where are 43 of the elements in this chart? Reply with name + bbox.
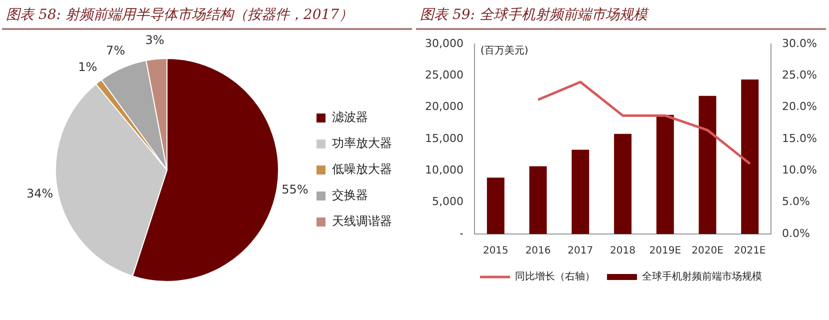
y2-tick-label: 25.0% [782,68,818,82]
data-label: 7% [106,43,126,58]
legend-label: 滤波器 [332,110,368,124]
y-tick-label: 5,000 [432,195,464,208]
legend-label: 同比增长（右轴） [515,270,595,283]
y-tick-label: 30,000 [424,36,464,50]
x-tick-label: 2021E [734,246,766,257]
y2-tick-label: 10.0% [782,164,818,177]
bar [486,178,504,234]
y-tick-label: - [460,226,464,240]
bar [741,79,759,234]
y2-tick-label: 30.0% [782,36,818,50]
chart-title: 图表 59: 全球手机射频前端市场规模 [416,4,826,30]
y-tick-label: 20,000 [424,100,464,114]
x-tick-label: 2017 [568,246,594,257]
bar [614,134,632,234]
y2-tick-label: 0.0% [782,226,810,240]
legend-label: 天线调谐器 [332,214,392,228]
x-tick-label: 2019E [649,246,682,257]
bar [572,150,590,234]
x-tick-label: 2016 [525,246,551,257]
legend-label: 低噪放大器 [332,162,392,176]
x-tick-label: 2020E [692,246,724,257]
y-tick-label: 15,000 [424,132,464,145]
y-axis-title: (百万美元) [480,44,528,57]
data-label: 34% [26,186,54,200]
bar [529,166,547,234]
data-label: 3% [145,33,164,48]
chart-title: 图表 58: 射频前端用半导体市场结构（按器件，2017） [2,4,412,30]
bar [698,96,716,234]
legend-label: 功率放大器 [332,136,392,150]
data-label: 1% [78,60,98,74]
y-tick-label: 25,000 [424,68,464,82]
legend-label: 交换器 [332,188,368,202]
y2-tick-label: 15.0% [782,132,818,145]
data-label: 55% [282,182,308,196]
x-tick-label: 2015 [482,246,508,257]
y2-tick-label: 5.0% [782,195,810,208]
x-tick-label: 2018 [610,246,636,257]
y-tick-label: 10,000 [424,164,464,177]
bar [656,114,674,234]
legend-label: 全球手机射频前端市场规模 [642,270,762,283]
y2-tick-label: 20.0% [782,100,818,114]
